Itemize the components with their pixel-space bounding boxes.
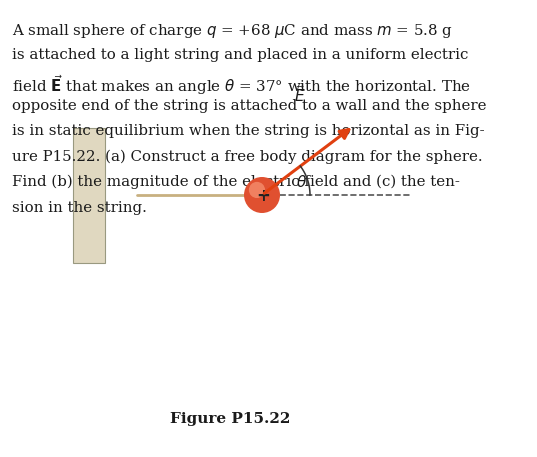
Bar [73, 128, 105, 262]
Text: opposite end of the string is attached to a wall and the sphere: opposite end of the string is attached t… [12, 99, 487, 112]
Text: is attached to a light string and placed in a uniform electric: is attached to a light string and placed… [12, 48, 468, 62]
Text: A small sphere of charge $q$ = +68 $\mu$C and mass $m$ = 5.8 g: A small sphere of charge $q$ = +68 $\mu$… [12, 22, 453, 40]
Circle shape [249, 182, 265, 198]
Text: +: + [256, 187, 270, 205]
Text: ure P15.22. (a) Construct a free body diagram for the sphere.: ure P15.22. (a) Construct a free body di… [12, 149, 483, 164]
Circle shape [244, 177, 280, 213]
Text: Find (b) the magnitude of the electric field and (c) the ten-: Find (b) the magnitude of the electric f… [12, 175, 460, 189]
Text: $\theta$: $\theta$ [296, 174, 308, 190]
Text: sion in the string.: sion in the string. [12, 201, 147, 214]
Text: $\vec{E}$: $\vec{E}$ [294, 85, 306, 106]
Text: is in static equilibrium when the string is horizontal as in Fig-: is in static equilibrium when the string… [12, 124, 484, 138]
Text: field $\vec{\mathbf{E}}$ that makes an angle $\theta$ = 37° with the horizontal.: field $\vec{\mathbf{E}}$ that makes an a… [12, 73, 471, 97]
Text: Figure P15.22: Figure P15.22 [170, 412, 290, 426]
